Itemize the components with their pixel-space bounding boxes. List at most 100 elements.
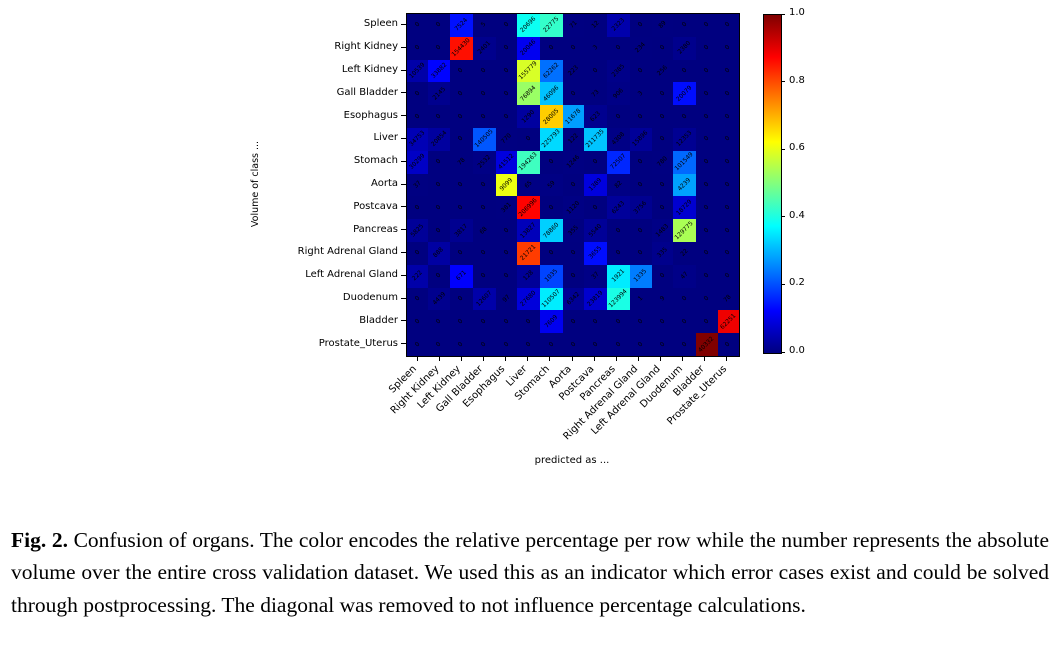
heatmap-cell: 1335 [630,264,652,288]
cell-value: 0 [724,249,732,257]
cell-value: 97 [500,293,512,304]
heatmap-cell: 0 [472,333,496,356]
heatmap-cell: 0 [407,333,429,356]
y-axis-tick [401,251,406,253]
heatmap-cell: 2145 [428,82,450,106]
cell-value: 256 [655,64,669,78]
heatmap-cell: 0 [673,105,697,128]
heatmap-cell: 0 [584,333,608,356]
heatmap-cell: 22 [673,241,697,265]
heatmap-cell: 3817 [449,219,473,242]
heatmap-cell: 5825 [407,219,429,242]
heatmap-cell: 0 [673,14,697,37]
cell-value: 0 [614,317,623,326]
heatmap-cell: 780 [651,150,674,174]
colorbar-tick-label: 0.8 [789,74,805,86]
heatmap-cell: 623 [584,105,608,128]
cell-value: 0 [413,203,422,212]
cell-value: 0 [502,21,510,29]
cell-value: 0 [457,180,465,189]
heatmap-cell: 0 [584,59,608,83]
y-axis-tick [401,69,406,71]
heatmap-cell: 33882 [428,59,450,83]
y-tick-label: Bladder [359,314,398,326]
cell-value: 0 [636,158,645,166]
heatmap-cell: 0 [449,105,473,128]
cell-value: 0 [636,249,645,257]
cell-value: 906 [611,86,625,100]
heatmap-cell: 0 [407,105,429,128]
cell-value: 0 [457,249,465,257]
cell-value: 1 [636,294,645,303]
cell-value: 2323 [610,17,627,33]
cell-value: 5825 [409,222,426,239]
cell-value: 0 [724,226,732,235]
cell-value: 0 [547,203,555,212]
x-axis-tick [571,356,573,361]
heatmap-cell: 15896 [630,127,652,151]
x-axis-tick [704,356,706,361]
heatmap-cell: 0 [673,310,697,334]
colorbar-tick-label: 0.6 [789,142,805,154]
heatmap-cell: 0 [472,59,496,83]
heatmap-cell: 0 [696,82,718,106]
x-axis-tick [726,356,728,361]
heatmap-cell: 0 [562,310,585,334]
y-tick-label: Left Adrenal Gland [305,269,398,281]
heatmap-cell: 9 [651,287,674,311]
cell-value: 3655 [587,245,604,261]
cell-value: 0 [724,158,732,166]
cell-value: 0 [457,112,465,121]
heatmap-cell: 0 [562,241,585,265]
cell-value: 128 [521,269,535,283]
cell-value: 0 [702,135,711,143]
y-tick-label: Gall Bladder [336,86,398,98]
cell-value: 0 [702,317,711,326]
heatmap-cell: 20854 [428,127,450,151]
heatmap-cell: 0 [630,310,652,334]
heatmap-cell: 9099 [495,173,518,197]
heatmap-cell: 0 [651,105,674,128]
cell-value: 0 [680,21,689,29]
x-axis-tick [438,356,440,361]
cell-value: 20046 [519,38,538,58]
cell-value: 0 [724,203,732,212]
cell-value: 76894 [519,84,538,103]
heatmap-cell: 3655 [584,241,608,265]
x-axis-tick [482,356,484,361]
cell-value: 18729 [675,198,694,217]
heatmap-cell: 129775 [673,219,697,242]
heatmap-cell: 0 [696,105,718,128]
heatmap-cell: 28005 [540,105,563,128]
heatmap-cell: 0 [584,196,608,220]
cell-value: 0 [480,112,488,121]
cell-value: 0 [636,66,645,75]
heatmap-cell: 4239 [673,173,697,197]
cell-value: 0 [457,294,465,303]
cell-value: 0 [434,340,443,349]
heatmap-cell: 22775 [540,14,563,37]
cell-value: 78 [722,293,734,304]
cell-value: 0 [724,340,732,349]
cell-value: 21721 [519,243,538,263]
cell-value: 0 [636,340,645,349]
cell-value: 0 [702,89,711,98]
cell-value: 0 [702,226,711,235]
cell-value: 28005 [541,106,561,126]
cell-value: 62262 [541,61,561,80]
heatmap-cell: 1035 [540,264,563,288]
heatmap-cell: 0 [630,219,652,242]
heatmap-cell: 906 [607,82,631,106]
cell-value: 3817 [453,222,469,239]
confusion-matrix-figure: Volume of class ... 0 0 7524 5 0 20696 22775 71… [250,7,805,466]
cell-value: 123994 [607,288,630,310]
colorbar-tick-label: 0.0 [789,345,805,356]
cell-value: 12 [590,19,601,31]
heatmap-cell: 0 [449,287,473,311]
heatmap-cell: 0 [696,127,718,151]
heatmap-cell: 89 [651,14,674,37]
cell-value: 0 [480,203,488,212]
cell-value: 0 [724,21,732,29]
cell-value: 0 [702,44,711,52]
